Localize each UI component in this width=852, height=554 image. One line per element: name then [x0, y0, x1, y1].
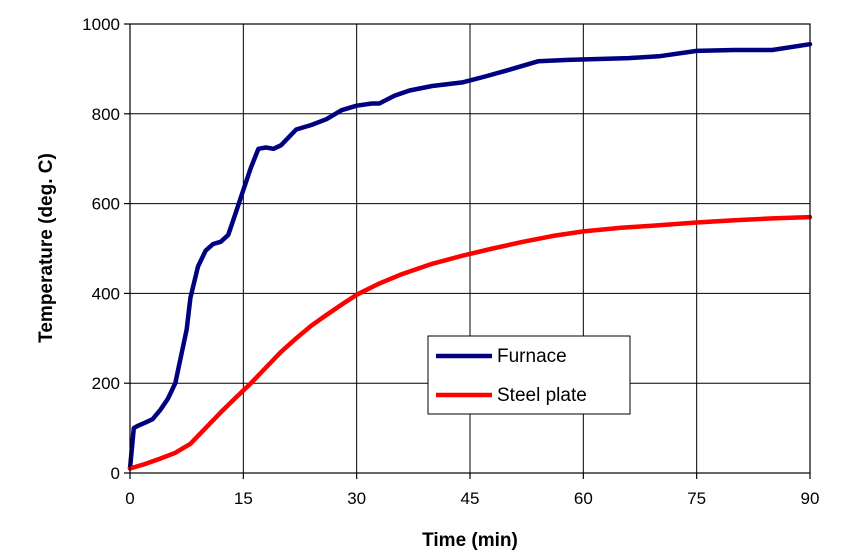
y-tick-label: 1000 — [82, 15, 120, 34]
x-tick-label: 60 — [574, 489, 593, 508]
x-tick-label: 15 — [234, 489, 253, 508]
y-axis-title: Temperature (deg. C) — [36, 153, 57, 343]
x-tick-label: 75 — [687, 489, 706, 508]
legend-box — [427, 335, 631, 415]
legend: Furnace Steel plate — [427, 335, 631, 415]
x-tick-label: 45 — [461, 489, 480, 508]
y-tick-label: 0 — [111, 464, 120, 483]
series-layer — [127, 41, 813, 471]
series-line-furnace — [127, 41, 813, 471]
x-tick-label: 90 — [801, 489, 820, 508]
legend-label-steel-plate: Steel plate — [497, 385, 587, 406]
series-line-steel-plate — [127, 214, 813, 471]
y-tick-label: 800 — [92, 105, 120, 124]
axis-ticks — [124, 23, 811, 479]
x-tick-labels: 0 15 30 45 60 75 90 — [125, 489, 819, 508]
y-tick-labels: 0 200 400 600 800 1000 — [82, 15, 120, 483]
y-tick-label: 400 — [92, 284, 120, 303]
x-tick-label: 30 — [347, 489, 366, 508]
x-tick-label: 0 — [125, 489, 134, 508]
legend-label-furnace: Furnace — [497, 346, 567, 367]
y-tick-label: 600 — [92, 195, 120, 214]
y-tick-label: 200 — [92, 374, 120, 393]
x-axis-title: Time (min) — [422, 530, 518, 551]
